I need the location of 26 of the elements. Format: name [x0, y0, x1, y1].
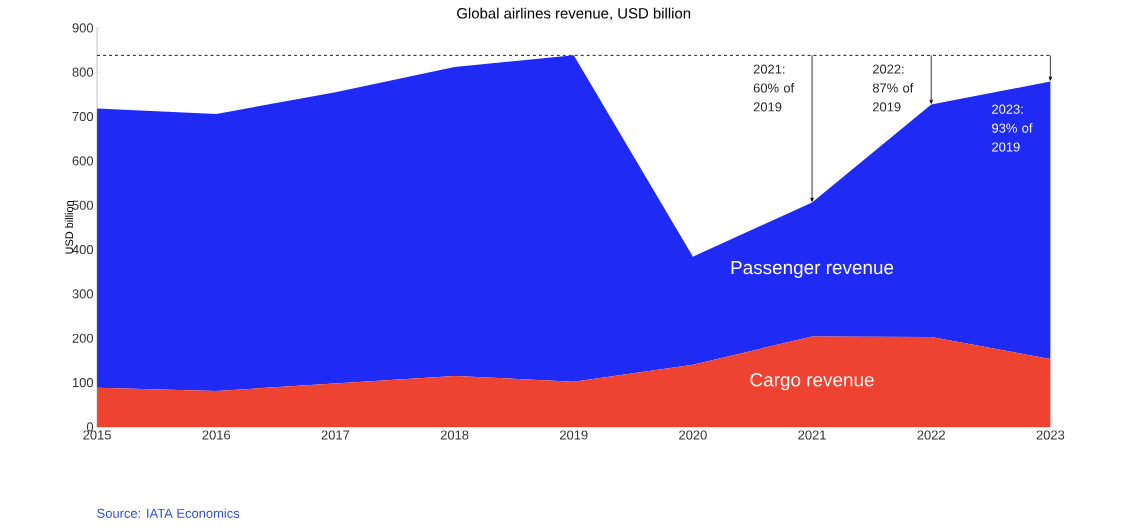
series-label: Passenger revenue [731, 260, 894, 278]
y-tick-label: 600 [72, 156, 94, 166]
series-label: Cargo revenue [750, 372, 874, 391]
x-tick-label: 2018 [440, 430, 469, 440]
y-tick-label: 500 [72, 200, 94, 210]
x-tick-label: 2021 [798, 430, 826, 440]
x-tick-label: 2020 [679, 430, 707, 440]
x-tick-label: 2017 [321, 430, 350, 440]
y-tick-label: 700 [72, 111, 94, 121]
x-tick-label: 2022 [917, 430, 945, 440]
y-axis-title: USD billion [65, 200, 74, 254]
annotation: 2021: 60% of 2019 [753, 64, 795, 112]
annotation: 2022: 87% of 2019 [872, 64, 914, 112]
x-tick-label: 2016 [202, 430, 231, 440]
y-tick-label: 400 [72, 244, 94, 254]
y-tick-label: 100 [72, 377, 94, 387]
annotation: 2023: 93% of 2019 [992, 104, 1033, 152]
y-tick-label: 300 [72, 289, 94, 299]
y-tick-label: 900 [72, 23, 94, 33]
x-tick-label: 2023 [1036, 430, 1065, 440]
chart-title: Global airlines revenue, USD billion [457, 7, 691, 21]
x-tick-label: 2019 [560, 430, 588, 440]
x-tick-label: 2015 [83, 430, 111, 440]
y-tick-label: 800 [72, 67, 94, 77]
y-tick-label: 200 [72, 333, 94, 343]
source-note: Source: IATA Economics [97, 508, 240, 518]
